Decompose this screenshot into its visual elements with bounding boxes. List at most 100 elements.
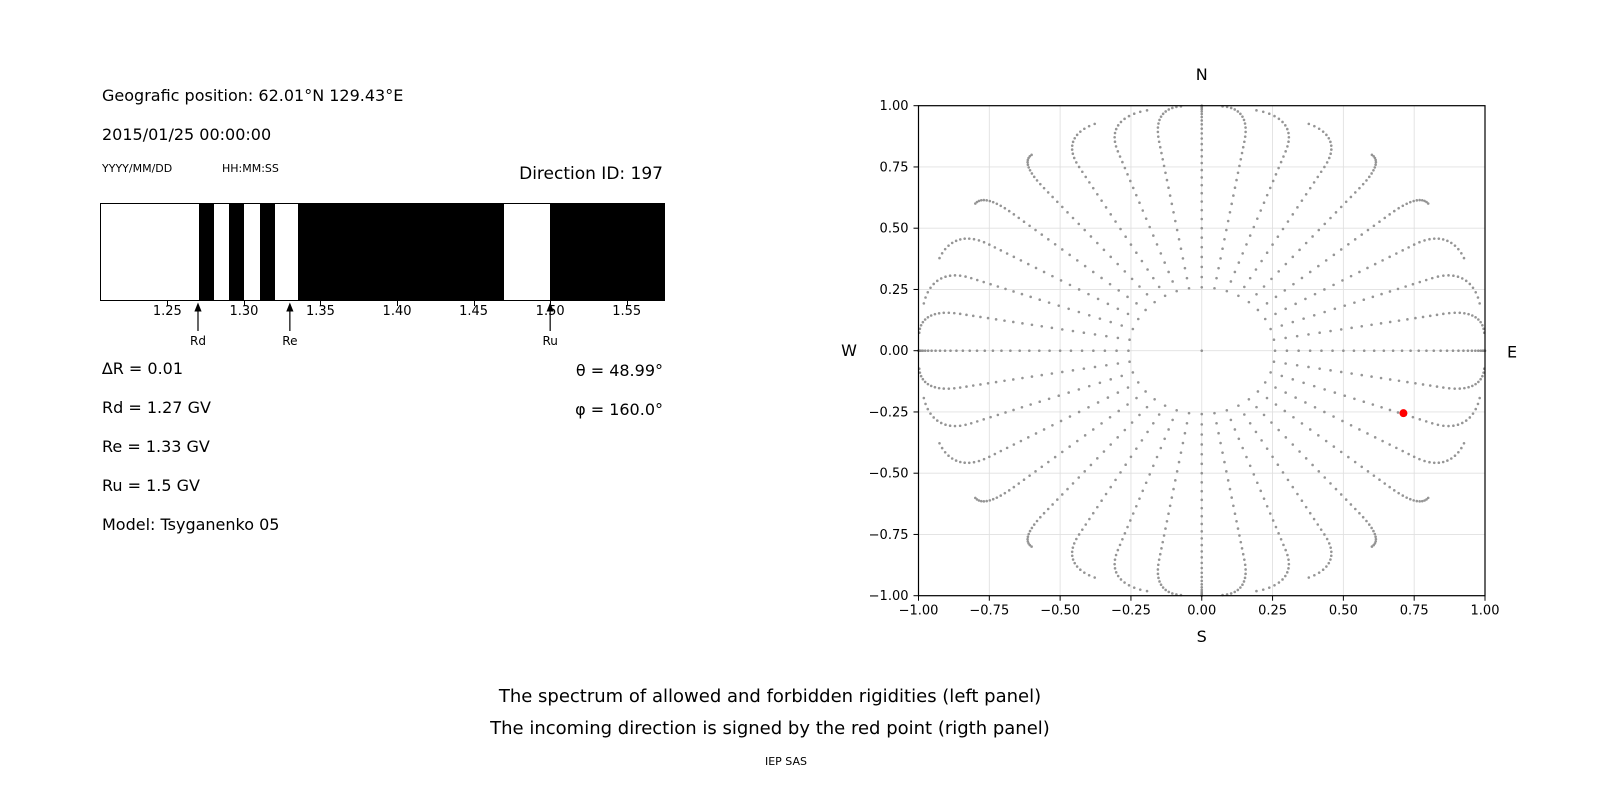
direction-dot [1265, 447, 1269, 450]
direction-dot [1160, 151, 1163, 155]
direction-dot [1296, 206, 1299, 209]
direction-dot [938, 349, 942, 353]
direction-dot [1098, 381, 1102, 385]
direction-dot [1116, 307, 1120, 311]
direction-dot [1478, 396, 1481, 400]
direction-dot [1082, 367, 1086, 370]
direction-dot [1157, 122, 1160, 125]
direction-dot [1295, 334, 1299, 338]
direction-dot [1313, 292, 1317, 296]
x-tick-label: 0.00 [1187, 604, 1216, 619]
direction-dot [1040, 324, 1044, 328]
direction-dot [1009, 349, 1012, 353]
direction-dot [977, 499, 981, 502]
spectrum-tick-mark [626, 301, 628, 306]
direction-dot [1284, 548, 1287, 552]
direction-dot [1388, 213, 1391, 216]
direction-dot [1268, 186, 1272, 190]
direction-dot [918, 371, 922, 374]
direction-dot [944, 423, 947, 426]
direction-dot [1160, 547, 1163, 550]
direction-dot [1339, 328, 1343, 331]
direction-dot [1087, 313, 1091, 317]
direction-dot [1229, 106, 1233, 110]
direction-dot [967, 237, 971, 240]
direction-dot [1077, 410, 1081, 414]
direction-dot [1407, 246, 1410, 249]
direction-dot [1007, 209, 1011, 213]
direction-dot [939, 421, 943, 425]
direction-dot [1163, 437, 1166, 441]
direction-dot [1474, 349, 1477, 353]
direction-dot [1308, 428, 1312, 431]
direction-dot [964, 275, 967, 278]
direction-dot [954, 239, 958, 243]
direction-dot [1418, 457, 1421, 461]
direction-dot [1200, 200, 1204, 203]
direction-dot [1136, 381, 1140, 384]
direction-dot [1152, 276, 1155, 280]
direction-dot [958, 460, 962, 464]
direction-dot [1479, 377, 1482, 381]
direction-dot [1329, 554, 1333, 558]
direction-dot [1082, 331, 1086, 335]
direction-dot [1059, 279, 1063, 282]
direction-dot [1020, 292, 1024, 296]
direction-dot [1458, 311, 1462, 315]
direction-dot [932, 416, 935, 419]
direction-dot [1100, 276, 1103, 280]
direction-dot [1071, 329, 1075, 333]
direction-dot [926, 290, 930, 294]
direction-dot [1467, 385, 1470, 389]
direction-dot [1179, 451, 1183, 454]
direction-dot [1313, 124, 1316, 128]
marker-label-re: Re [282, 334, 297, 348]
direction-dot [1113, 140, 1117, 144]
direction-dot [1243, 122, 1247, 125]
direction-dot [1141, 209, 1145, 212]
direction-dot [1344, 200, 1348, 204]
marker-label-ru: Ru [542, 334, 557, 348]
direction-dot [1325, 133, 1328, 137]
direction-dot [1432, 237, 1436, 240]
direction-dot [1239, 540, 1243, 544]
direction-dot [1352, 349, 1356, 353]
direction-dot [1321, 130, 1325, 133]
direction-dot [1187, 411, 1191, 415]
direction-dot [1200, 489, 1204, 493]
direction-dot [1123, 166, 1127, 170]
direction-dot [1168, 194, 1172, 197]
direction-dot [1240, 547, 1244, 550]
direction-dot [1420, 499, 1424, 503]
direction-dot [1159, 446, 1163, 450]
direction-dot [1077, 476, 1081, 479]
direction-dot [994, 380, 998, 384]
direction-dot [1418, 280, 1422, 284]
direction-dot [1286, 478, 1290, 482]
direction-dot [1226, 219, 1230, 223]
direction-dot [1028, 529, 1032, 533]
direction-dot [1254, 430, 1258, 434]
direction-dot [1026, 436, 1030, 439]
direction-dot [1035, 179, 1039, 182]
direction-dot [1026, 160, 1029, 164]
direction-dot [1291, 485, 1295, 489]
direction-dot [1070, 554, 1074, 558]
direction-dot [1307, 122, 1311, 126]
direction-dot [1241, 583, 1244, 587]
direction-dot [1319, 170, 1323, 174]
direction-dot [1334, 211, 1338, 214]
direction-dot [1096, 457, 1099, 460]
direction-dot [1300, 276, 1304, 280]
direction-dot [1317, 228, 1321, 232]
direction-dot [1316, 523, 1320, 526]
direction-dot [1003, 206, 1007, 210]
direction-dot [1298, 248, 1301, 252]
direction-dot [1116, 362, 1120, 365]
direction-dot [1308, 349, 1312, 353]
direction-dot [1281, 578, 1284, 581]
direction-dot [1435, 313, 1439, 317]
direction-dot [1119, 578, 1123, 581]
spectrum-tick-mark [243, 301, 245, 306]
direction-dot [1028, 169, 1032, 172]
